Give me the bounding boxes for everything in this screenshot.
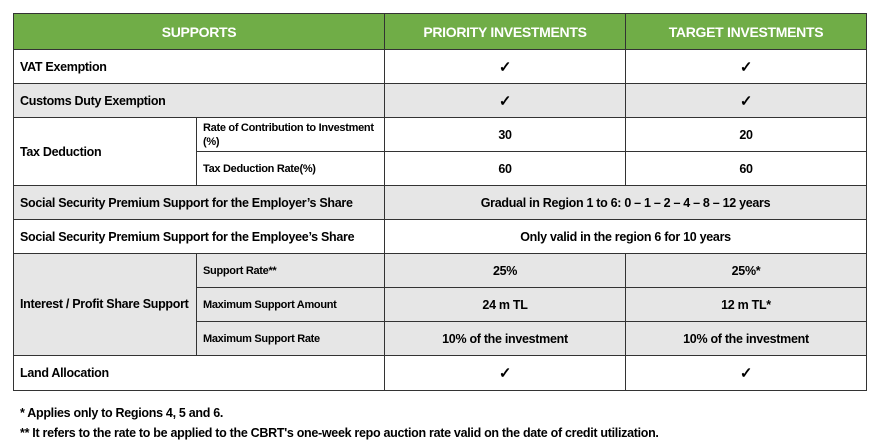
footnote: * Applies only to Regions 4, 5 and 6. bbox=[20, 406, 224, 420]
footnotes: * Applies only to Regions 4, 5 and 6. **… bbox=[20, 403, 659, 443]
cell-value: 30 bbox=[384, 117, 626, 152]
cell-value: 20 bbox=[625, 117, 867, 152]
table-row: Maximum Support Rate 10% of the investme… bbox=[14, 321, 867, 356]
sub-label: Support Rate** bbox=[196, 253, 385, 288]
cell-value: 60 bbox=[384, 151, 626, 186]
row-label: Social Security Premium Support for the … bbox=[13, 219, 385, 254]
cell-value: Only valid in the region 6 for 10 years bbox=[384, 219, 867, 254]
row-label: VAT Exemption bbox=[13, 49, 385, 84]
header-target: TARGET INVESTMENTS bbox=[625, 13, 867, 50]
table-row: Tax Deduction Rate of Contribution to In… bbox=[13, 117, 867, 186]
row-label: Social Security Premium Support for the … bbox=[13, 185, 385, 220]
table-row: Interest / Profit Share Support Support … bbox=[13, 253, 867, 356]
row-label: Land Allocation bbox=[13, 355, 385, 391]
footnote: ** It refers to the rate to be applied t… bbox=[20, 426, 659, 440]
header-priority: PRIORITY INVESTMENTS bbox=[384, 13, 626, 50]
row-label: Interest / Profit Share Support bbox=[13, 253, 197, 356]
row-label: Tax Deduction bbox=[13, 117, 197, 186]
table-row: Maximum Support Amount 24 m TL 12 m TL* bbox=[14, 287, 867, 322]
table-row: Tax Deduction Rate(%) 60 60 bbox=[14, 151, 867, 186]
cell-value: 10% of the investment bbox=[384, 321, 626, 356]
check-icon: ✓ bbox=[625, 83, 867, 118]
cell-value: 25%* bbox=[625, 253, 867, 288]
cell-value: 12 m TL* bbox=[625, 287, 867, 322]
sub-label: Maximum Support Rate bbox=[196, 321, 385, 356]
cell-value: 25% bbox=[384, 253, 626, 288]
cell-value: 24 m TL bbox=[384, 287, 626, 322]
check-icon: ✓ bbox=[625, 49, 867, 84]
table-row: Social Security Premium Support for the … bbox=[13, 185, 867, 220]
row-label: Customs Duty Exemption bbox=[13, 83, 385, 118]
sub-label: Rate of Contribution to Investment (%) bbox=[196, 117, 385, 152]
check-icon: ✓ bbox=[384, 83, 626, 118]
cell-value: 60 bbox=[625, 151, 867, 186]
supports-table: SUPPORTS PRIORITY INVESTMENTS TARGET INV… bbox=[13, 13, 867, 391]
table-row: Customs Duty Exemption ✓ ✓ bbox=[13, 83, 867, 118]
cell-value: Gradual in Region 1 to 6: 0 – 1 – 2 – 4 … bbox=[384, 185, 867, 220]
header-supports: SUPPORTS bbox=[13, 13, 385, 50]
sub-label: Tax Deduction Rate(%) bbox=[196, 151, 385, 186]
check-icon: ✓ bbox=[384, 355, 626, 391]
check-icon: ✓ bbox=[384, 49, 626, 84]
table-row: VAT Exemption ✓ ✓ bbox=[13, 49, 867, 84]
header-row: SUPPORTS PRIORITY INVESTMENTS TARGET INV… bbox=[13, 13, 867, 50]
sub-label: Maximum Support Amount bbox=[196, 287, 385, 322]
check-icon: ✓ bbox=[625, 355, 867, 391]
table-row: Land Allocation ✓ ✓ bbox=[13, 355, 867, 391]
table-row: Social Security Premium Support for the … bbox=[13, 219, 867, 254]
cell-value: 10% of the investment bbox=[625, 321, 867, 356]
